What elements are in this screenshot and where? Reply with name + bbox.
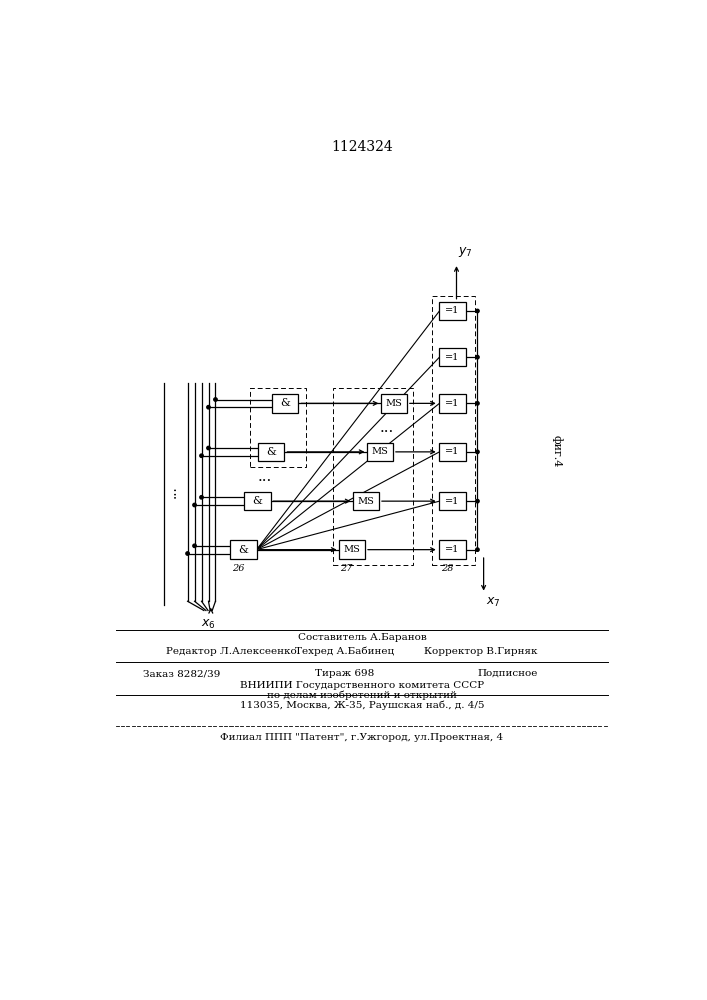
Circle shape [476,499,479,503]
Text: ...: ... [380,421,394,435]
Text: Подписное: Подписное [477,669,538,678]
Circle shape [476,450,479,454]
Text: &: & [267,447,276,457]
Text: =1: =1 [445,399,460,408]
Text: Заказ 8282/39: Заказ 8282/39 [143,669,220,678]
Text: MS: MS [385,399,402,408]
Text: &: & [238,545,248,555]
Circle shape [200,496,203,499]
Text: 26: 26 [232,564,244,573]
Circle shape [206,446,210,450]
Bar [230,540,257,559]
Text: по делам изобретений и открытий: по делам изобретений и открытий [267,690,457,700]
Circle shape [186,552,189,555]
Circle shape [193,503,197,507]
Text: Редактор Л.Алексеенко: Редактор Л.Алексеенко [166,647,297,656]
Text: &: & [252,496,262,506]
Bar [440,302,466,320]
Text: 1124324: 1124324 [331,140,393,154]
Circle shape [200,454,203,457]
Bar [440,443,466,461]
Bar [353,492,379,510]
Text: MS: MS [357,497,374,506]
Bar [332,388,413,565]
Circle shape [476,402,479,405]
Bar [440,394,466,413]
Text: ...: ... [257,470,271,484]
Bar [339,540,365,559]
Text: &: & [280,398,290,408]
Circle shape [214,398,217,401]
Circle shape [476,309,479,313]
Text: =1: =1 [445,545,460,554]
Text: Корректор В.Гирняк: Корректор В.Гирняк [424,647,538,656]
Text: ...: ... [165,486,179,498]
Bar [440,492,466,510]
Bar [367,443,393,461]
Bar [258,443,284,461]
Circle shape [476,355,479,359]
Circle shape [193,544,197,548]
Text: $x_6$: $x_6$ [201,618,216,631]
Text: =1: =1 [445,497,460,506]
Circle shape [476,548,479,551]
Text: 113035, Москва, Ж-35, Раушская наб., д. 4/5: 113035, Москва, Ж-35, Раушская наб., д. … [240,700,484,710]
Bar [440,540,466,559]
Text: Техред А.Бабинец: Техред А.Бабинец [295,647,394,656]
Bar [272,394,298,413]
Text: MS: MS [371,447,388,456]
Bar [433,296,475,565]
Bar [380,394,407,413]
Text: 28: 28 [441,564,453,573]
Text: MS: MS [344,545,361,554]
Bar [440,348,466,366]
Text: =1: =1 [445,353,460,362]
Text: Составитель А.Баранов: Составитель А.Баранов [298,633,426,642]
Bar [250,388,306,467]
Text: фиг.4: фиг.4 [552,435,563,467]
Text: =1: =1 [445,447,460,456]
Text: $x_7$: $x_7$ [486,596,501,609]
Circle shape [206,406,210,409]
Text: $y_7$: $y_7$ [458,245,473,259]
Text: Тираж 698: Тираж 698 [315,669,374,678]
Text: =1: =1 [445,306,460,315]
Text: 27: 27 [340,564,353,573]
Text: Филиал ППП "Патент", г.Ужгород, ул.Проектная, 4: Филиал ППП "Патент", г.Ужгород, ул.Проек… [221,733,503,742]
Text: ВНИИПИ Государственного комитета СССР: ВНИИПИ Государственного комитета СССР [240,681,484,690]
Bar [244,492,271,510]
